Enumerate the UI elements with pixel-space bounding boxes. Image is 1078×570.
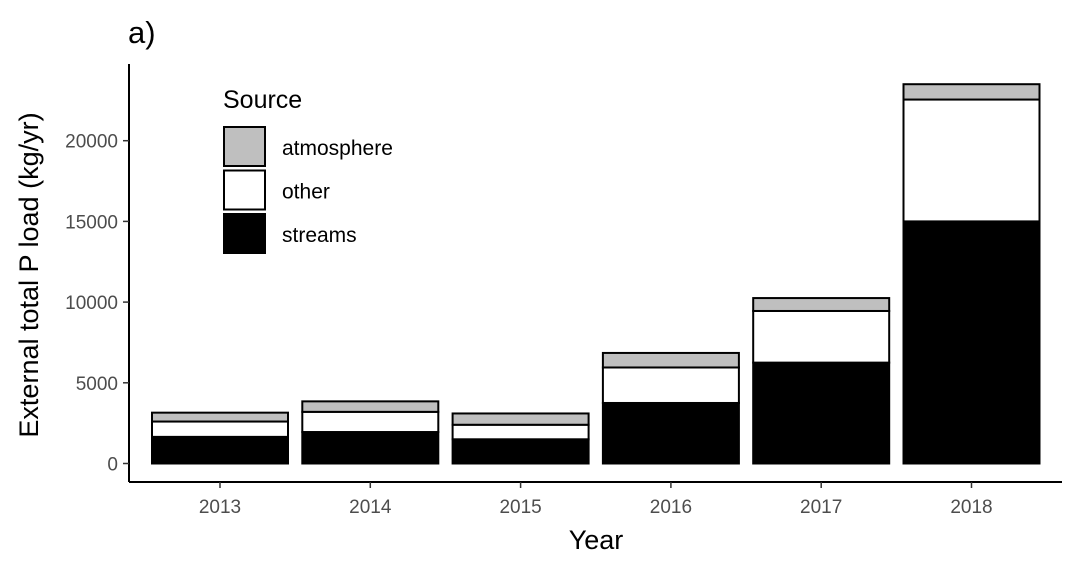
bar-other-2017	[752, 309, 891, 364]
bar-other-2018	[902, 98, 1041, 223]
bar-other-2015	[451, 423, 590, 441]
legend-label-atmosphere: atmosphere	[282, 137, 393, 160]
x-tick-label: 2014	[349, 497, 392, 518]
bar-streams-2013	[151, 435, 289, 465]
bar-streams-2014	[301, 431, 440, 465]
y-tick-label: 15000	[65, 212, 118, 233]
x-tick-label: 2018	[950, 497, 992, 518]
bar-other-2013	[151, 420, 289, 438]
bar-atmosphere-2018	[902, 83, 1041, 101]
legend-swatch-atmosphere	[223, 126, 266, 167]
x-axis: 2013 2014 2015 2016 2017 2018	[129, 481, 1062, 518]
bars-layer	[151, 83, 1041, 465]
bar-other-2016	[601, 366, 740, 404]
legend: Source atmosphere other streams	[223, 86, 393, 254]
x-tick-label: 2015	[499, 497, 541, 518]
panel-tag: a)	[128, 15, 156, 50]
bar-other-2014	[301, 410, 440, 434]
legend-label-other: other	[282, 181, 330, 204]
bar-atmosphere-2014	[301, 400, 440, 413]
bar-streams-2018	[902, 220, 1041, 465]
legend-swatch-streams	[223, 213, 266, 254]
x-axis-title: Year	[569, 525, 624, 555]
bar-atmosphere-2015	[451, 412, 590, 426]
y-axis: 0 5000 10000 15000 20000	[65, 64, 130, 482]
bar-streams-2017	[752, 361, 891, 465]
y-tick-label: 10000	[65, 293, 118, 314]
bar-atmosphere-2017	[752, 297, 891, 312]
y-axis-title: External total P load (kg/yr)	[14, 112, 44, 437]
bar-atmosphere-2013	[151, 411, 289, 423]
y-tick-label: 0	[107, 455, 118, 476]
legend-label-streams: streams	[282, 224, 357, 247]
y-tick-label: 20000	[65, 132, 118, 153]
y-tick-label: 5000	[76, 374, 118, 395]
x-tick-label: 2016	[650, 497, 692, 518]
x-tick-label: 2017	[800, 497, 842, 518]
legend-swatch-other	[223, 169, 266, 211]
x-tick-label: 2013	[199, 497, 241, 518]
bar-streams-2015	[451, 438, 590, 465]
bar-streams-2016	[601, 401, 740, 465]
legend-title: Source	[223, 86, 302, 114]
bar-atmosphere-2016	[601, 351, 740, 369]
